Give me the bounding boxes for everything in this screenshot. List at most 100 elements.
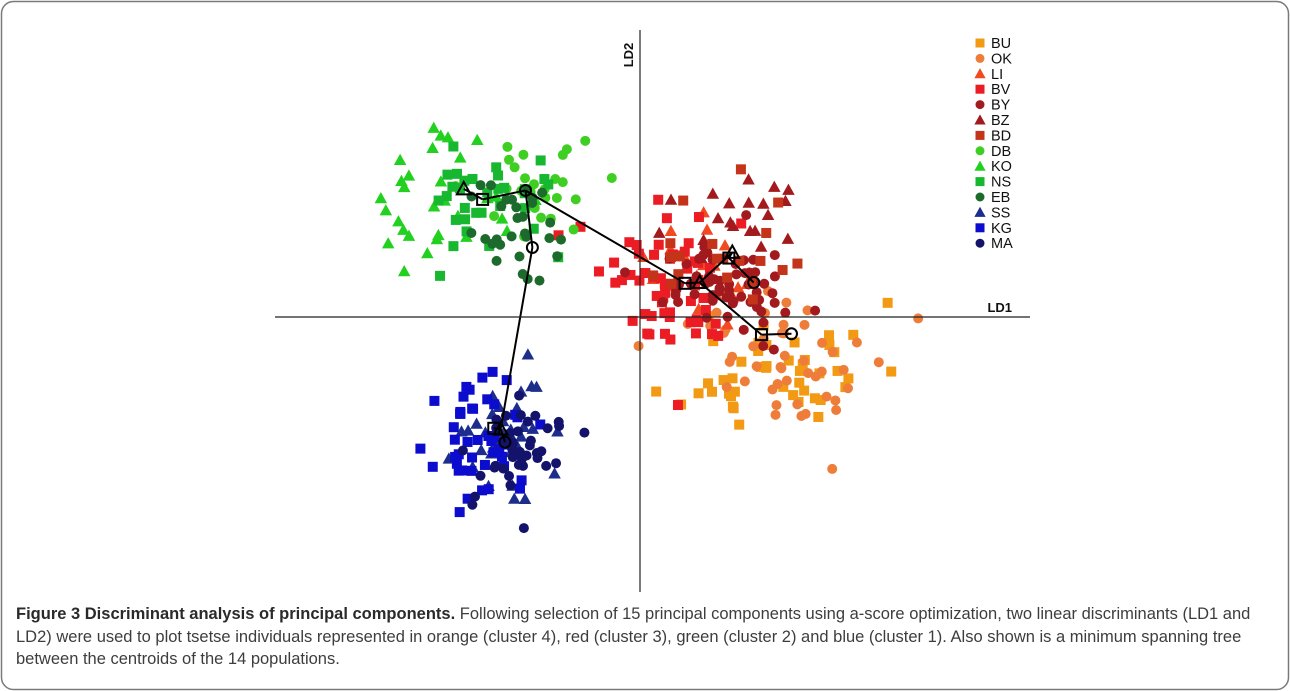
point-ss [518, 492, 532, 504]
point-ok [830, 395, 841, 406]
centroid-ko [455, 179, 473, 196]
legend-marker-ss [974, 206, 986, 217]
point-eb [466, 227, 477, 238]
point-bu [886, 366, 897, 377]
point-bv [691, 314, 702, 325]
point-bd [735, 164, 746, 175]
point-bu [778, 381, 789, 392]
point-eb [480, 233, 491, 244]
point-bu [848, 329, 859, 340]
point-kg [449, 434, 460, 445]
point-by [780, 307, 791, 318]
point-ns [535, 155, 546, 166]
point-bz [781, 232, 795, 244]
legend-label-li: LI [991, 67, 1003, 83]
point-ma [504, 428, 515, 439]
point-by [691, 271, 702, 282]
legend-label-ko: KO [991, 159, 1012, 175]
point-bv [610, 277, 621, 288]
tree-edge-eb-ss [499, 247, 534, 430]
point-bd [746, 277, 757, 288]
point-kg [516, 475, 527, 486]
point-bv [653, 194, 664, 205]
point-bv [713, 330, 724, 341]
point-bd [722, 272, 733, 283]
point-kg [514, 483, 525, 494]
point-ss [525, 380, 538, 392]
point-kg [466, 465, 477, 476]
point-ok [851, 337, 862, 348]
point-by [758, 341, 769, 352]
point-bu [794, 377, 805, 388]
point-bz [782, 183, 795, 195]
point-ok [781, 297, 792, 308]
point-kg [464, 384, 475, 395]
point-eb [506, 231, 517, 242]
point-db [570, 194, 581, 205]
centroid-bv [678, 276, 692, 290]
point-bu [734, 419, 745, 430]
legend-label-ss: SS [991, 205, 1010, 221]
point-kg [477, 372, 488, 383]
point-li [721, 318, 734, 330]
point-bd [674, 251, 685, 262]
point-ko [434, 129, 447, 141]
point-ns [441, 191, 452, 202]
point-ok [739, 376, 750, 387]
point-ok [827, 346, 838, 357]
point-bd [673, 269, 684, 280]
point-ss [474, 443, 488, 456]
point-ss [470, 417, 483, 429]
point-kg [496, 451, 507, 462]
point-ko [393, 153, 407, 166]
point-ma [490, 460, 501, 471]
point-bd [734, 255, 745, 266]
point-kg [535, 419, 546, 430]
point-eb [537, 187, 548, 198]
legend-label-bd: BD [991, 128, 1011, 144]
legend-label-ns: NS [991, 175, 1011, 191]
point-ns [459, 175, 470, 186]
point-bv [624, 237, 635, 248]
point-ns [460, 214, 471, 225]
point-by [810, 305, 821, 316]
point-bv [609, 257, 620, 268]
point-ko [434, 175, 448, 187]
point-bv [575, 221, 586, 232]
point-bz [726, 219, 740, 231]
point-bv [693, 212, 704, 223]
point-bd [773, 197, 784, 208]
point-kg [467, 452, 478, 463]
point-eb [552, 251, 563, 262]
point-ns [467, 174, 478, 185]
point-bd [777, 265, 788, 276]
point-ma [522, 416, 533, 427]
point-bv [685, 317, 696, 328]
point-ns [448, 241, 459, 252]
point-ns [493, 183, 504, 194]
point-bv [690, 328, 701, 339]
point-bv [625, 269, 636, 280]
point-bv [665, 334, 676, 345]
point-ma [512, 426, 523, 437]
point-bu [651, 386, 662, 397]
centroid-by [747, 275, 761, 289]
point-bd [648, 270, 659, 281]
point-bd [707, 238, 718, 249]
point-ok [770, 409, 781, 420]
point-db [551, 192, 562, 203]
point-ma [542, 423, 553, 434]
point-bd [678, 195, 689, 206]
point-kg [458, 391, 469, 402]
centroid-ss [492, 420, 510, 436]
spanning-tree [463, 187, 792, 443]
tree-edge-ko-ns [463, 187, 484, 201]
legend-marker-bz [974, 114, 986, 125]
legend-label-by: BY [991, 98, 1011, 114]
point-kg [448, 422, 459, 433]
point-eb [534, 275, 545, 286]
legend-marker-ko [974, 160, 986, 171]
y-axis-label: LD2 [621, 43, 636, 68]
point-ss [514, 430, 528, 442]
point-ns [520, 203, 531, 214]
